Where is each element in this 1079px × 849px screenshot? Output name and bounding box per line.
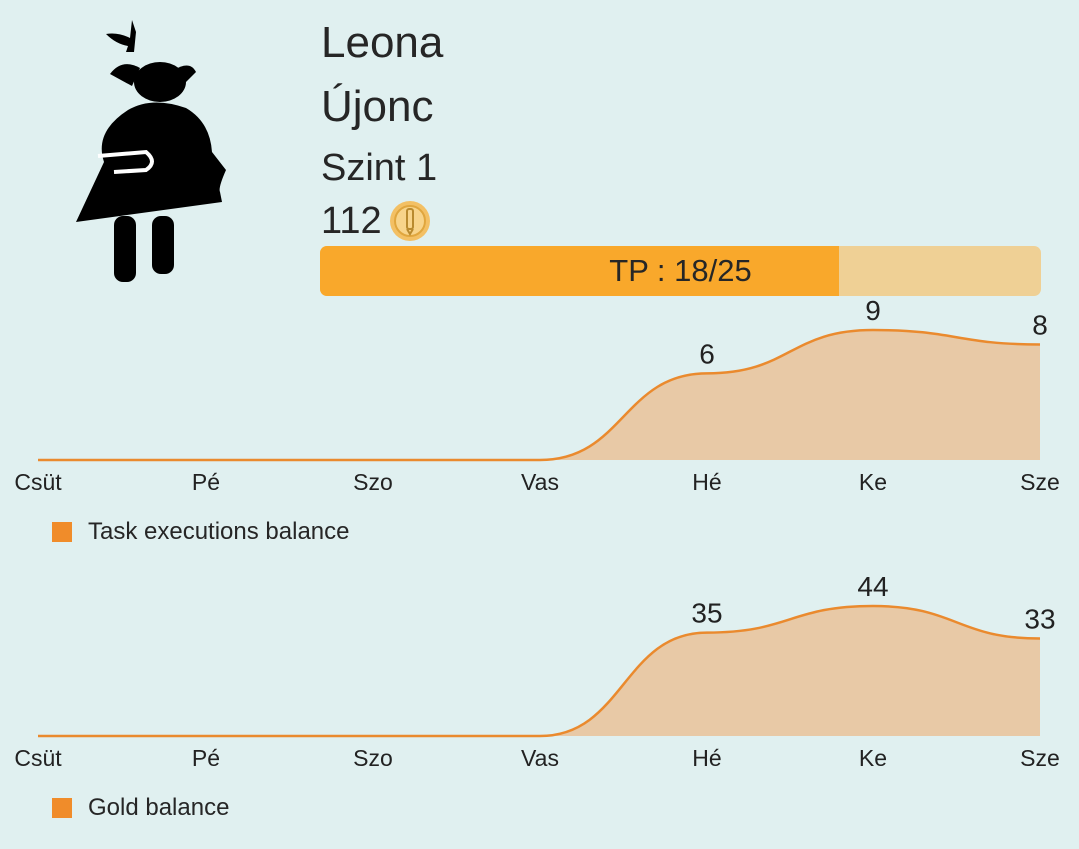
x-tick-label: Vas (521, 745, 559, 771)
player-rank: Újonc (321, 82, 434, 131)
x-tick-label: Sze (1020, 469, 1060, 495)
x-tick-label: Pé (192, 745, 220, 771)
gold-balance-chart: 35 44 33 Csüt Pé Szo Vas Hé Ke Sze (0, 576, 1079, 786)
x-tick-label: Pé (192, 469, 220, 495)
data-label: 6 (699, 338, 715, 369)
task-executions-chart: 6 9 8 Csüt Pé Szo Vas Hé Ke Sze (0, 300, 1079, 510)
x-tick-label: Szo (353, 469, 393, 495)
x-tick-label: Ke (859, 469, 887, 495)
legend-label: Task executions balance (88, 518, 350, 545)
series-line (539, 328, 1041, 462)
x-tick-label: Vas (521, 469, 559, 495)
tp-progress-fill (320, 246, 840, 296)
gold-balance-chart-svg: 35 44 33 Csüt Pé Szo Vas Hé Ke Sze (14, 576, 1060, 771)
gold-row: 112 (321, 198, 432, 244)
x-tick-label: Szo (353, 745, 393, 771)
chart-legend: Gold balance (52, 793, 229, 823)
x-tick-label: Hé (692, 745, 721, 771)
x-tick-label: Sze (1020, 745, 1060, 771)
data-label: 9 (865, 300, 881, 326)
data-label: 33 (1024, 604, 1055, 635)
legend-swatch (52, 522, 72, 542)
tp-progress-label: TP : 18/25 (609, 253, 752, 288)
series-area (540, 606, 1040, 736)
task-executions-chart-svg: 6 9 8 Csüt Pé Szo Vas Hé Ke Sze (14, 300, 1060, 495)
player-level: Szint 1 (321, 147, 438, 189)
series-line (539, 604, 1041, 738)
x-tick-label: Csüt (14, 469, 62, 495)
gold-coin-icon (389, 201, 430, 241)
x-tick-label: Hé (692, 469, 721, 495)
data-label: 35 (691, 598, 722, 629)
data-label: 8 (1032, 309, 1048, 340)
legend-label: Gold balance (88, 794, 230, 821)
tp-progress-bar: TP : 18/25 (320, 246, 1041, 296)
avatar-girl-silhouette-icon (76, 20, 226, 282)
x-tick-label: Csüt (14, 745, 62, 771)
legend-swatch (52, 798, 72, 818)
chart-legend: Task executions balance (52, 517, 350, 547)
x-tick-label: Ke (859, 745, 887, 771)
player-name: Leona (321, 18, 444, 67)
gold-amount: 112 (321, 200, 382, 242)
series-area (540, 330, 1040, 460)
data-label: 44 (857, 576, 888, 602)
